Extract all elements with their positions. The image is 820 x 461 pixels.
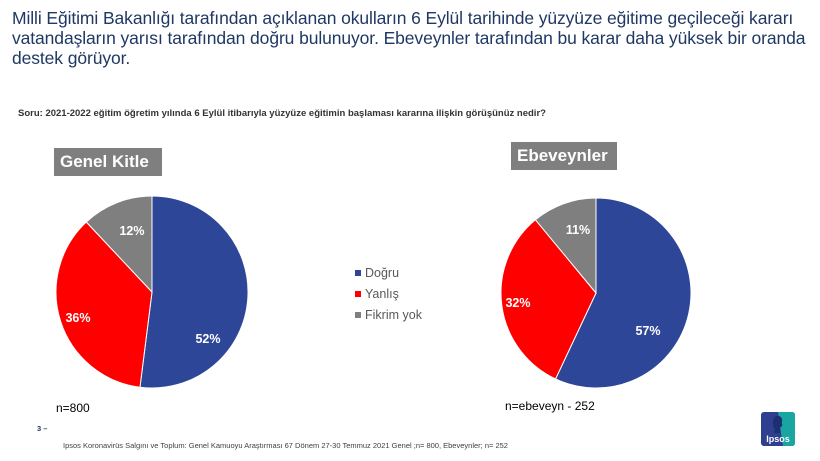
legend-swatch-icon bbox=[355, 269, 361, 276]
legend-label: Yanlış bbox=[365, 286, 399, 301]
pie-slice-dogru bbox=[139, 195, 249, 389]
sample-size-parents: n=ebeveyn - 252 bbox=[505, 399, 595, 413]
legend-swatch-icon bbox=[355, 311, 361, 318]
pie-label-yanlis: 36% bbox=[65, 311, 90, 325]
pie-label-fikrim-yok: 12% bbox=[119, 224, 144, 238]
pie-chart-parents: 57% 32% 11% bbox=[500, 197, 692, 389]
pie-label-yanlis: 32% bbox=[505, 296, 530, 310]
chart-legend: Doğru Yanlış Fikrim yok bbox=[355, 262, 422, 325]
pie-label-dogru: 57% bbox=[635, 324, 660, 338]
pie-label-dogru: 52% bbox=[195, 332, 220, 346]
legend-item-dogru: Doğru bbox=[355, 262, 422, 283]
segment-label-parents: Ebeveynler bbox=[511, 142, 617, 170]
ipsos-logo-icon: Ipsos bbox=[761, 412, 795, 446]
pie-slice-fikrim-yok bbox=[85, 195, 153, 294]
pie-label-fikrim-yok: 11% bbox=[566, 223, 590, 237]
legend-swatch-icon bbox=[355, 290, 361, 297]
pie-slice-fikrim-yok bbox=[534, 197, 597, 295]
pie-slice-yanlis bbox=[500, 219, 597, 380]
segment-label-general: Genel Kitle bbox=[54, 148, 162, 176]
survey-question: Soru: 2021-2022 eğitim öğretim yılında 6… bbox=[18, 108, 546, 119]
legend-item-fikrim-yok: Fikrim yok bbox=[355, 304, 422, 325]
logo-text: Ipsos bbox=[766, 434, 790, 444]
pie-slice-yanlis bbox=[55, 221, 153, 388]
pie-slice-dogru bbox=[554, 197, 692, 389]
sample-size-general: n=800 bbox=[56, 401, 90, 415]
footer-source: Ipsos Koronavirüs Salgını ve Toplum: Gen… bbox=[63, 441, 508, 450]
legend-label: Doğru bbox=[365, 265, 400, 280]
legend-label: Fikrim yok bbox=[365, 307, 422, 322]
legend-item-yanlis: Yanlış bbox=[355, 283, 422, 304]
pie-chart-general: 52% 36% 12% bbox=[55, 195, 249, 389]
slide-title: Milli Eğitimi Bakanlığı tarafından açıkl… bbox=[12, 8, 806, 68]
page-number: 3 – bbox=[37, 424, 48, 433]
